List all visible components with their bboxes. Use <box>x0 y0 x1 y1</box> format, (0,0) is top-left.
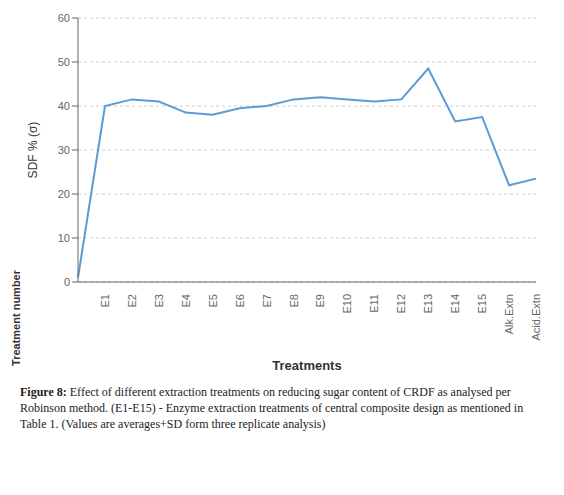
svg-text:E7: E7 <box>261 294 273 307</box>
svg-text:E9: E9 <box>314 294 326 307</box>
svg-text:E15: E15 <box>476 294 488 314</box>
svg-text:E8: E8 <box>288 294 300 307</box>
svg-text:E11: E11 <box>368 294 380 313</box>
svg-text:Treatments: Treatments <box>272 358 341 373</box>
html-text:Figure 8: Effect of different: Figure 8: Effect of different extraction… <box>20 385 524 432</box>
svg-text:50: 50 <box>58 56 70 68</box>
svg-text:E12: E12 <box>395 294 407 314</box>
svg-text:E4: E4 <box>180 294 192 307</box>
svg-text:E13: E13 <box>422 294 434 314</box>
svg-text:E5: E5 <box>207 294 219 307</box>
svg-text:20: 20 <box>58 188 70 200</box>
svg-text:E3: E3 <box>153 294 165 307</box>
svg-text:E1: E1 <box>99 294 111 307</box>
svg-text:30: 30 <box>58 144 70 156</box>
svg-text:Alk.Extn: Alk.Extn <box>503 294 515 334</box>
html-text:Treatment number: Treatment number <box>10 270 22 366</box>
svg-text:E2: E2 <box>126 294 138 307</box>
svg-text:Acid.Extn: Acid.Extn <box>530 294 542 340</box>
svg-text:60: 60 <box>58 12 70 24</box>
svg-text:0: 0 <box>64 276 70 288</box>
svg-text:40: 40 <box>58 100 70 112</box>
svg-text:E6: E6 <box>234 294 246 307</box>
svg-text:10: 10 <box>58 232 70 244</box>
svg-text:E14: E14 <box>449 294 461 314</box>
svg-text:E10: E10 <box>341 294 353 314</box>
svg-text:SDF % (σ): SDF % (σ) <box>26 122 40 179</box>
